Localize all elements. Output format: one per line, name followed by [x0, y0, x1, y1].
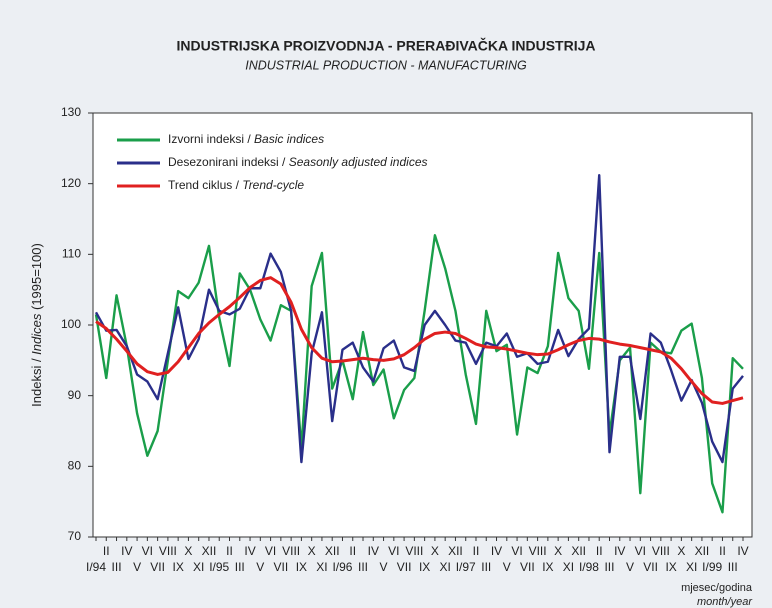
x-tick-label: I/96 — [332, 560, 352, 574]
x-tick-label: VII — [274, 560, 289, 574]
x-tick-label: IV — [614, 544, 625, 558]
y-tick-label: 110 — [62, 247, 81, 261]
x-tick-label: XI — [316, 560, 327, 574]
x-tick-label: III — [728, 560, 738, 574]
x-tick-label: VIII — [159, 544, 177, 558]
x-tick-label: II — [473, 544, 480, 558]
x-tick-label: VII — [520, 560, 535, 574]
y-tick-label: 70 — [68, 529, 82, 543]
x-tick-label: VII — [397, 560, 412, 574]
x-tick-label: IV — [491, 544, 502, 558]
x-tick-label: IX — [172, 560, 183, 574]
x-tick-label: VII — [150, 560, 165, 574]
x-tick-label: IX — [665, 560, 676, 574]
x-tick-label: V — [626, 560, 634, 574]
y-axis-label-part: (1995=100) — [29, 243, 44, 313]
x-tick-label: VIII — [405, 544, 423, 558]
x-tick-label: III — [235, 560, 245, 574]
legend-label: Desezonirani indeksi / Seasonly adjusted… — [168, 155, 428, 169]
x-tick-label: VIII — [282, 544, 300, 558]
x-tick-label: XII — [202, 544, 217, 558]
x-tick-label: I/97 — [456, 560, 476, 574]
chart-title: INDUSTRIJSKA PROIZVODNJA - PRERAĐIVAČKA … — [177, 37, 596, 54]
x-tick-label: VII — [643, 560, 658, 574]
x-tick-label: IV — [368, 544, 379, 558]
x-tick-label: V — [503, 560, 511, 574]
x-tick-label: XII — [695, 544, 710, 558]
x-tick-label: IV — [737, 544, 748, 558]
series-line — [95, 276, 744, 405]
x-tick-label: X — [308, 544, 316, 558]
x-tick-label: XII — [325, 544, 340, 558]
x-tick-label: II — [349, 544, 356, 558]
y-axis-label: Indeksi / Indices (1995=100) — [29, 243, 44, 407]
x-tick-label: IX — [419, 560, 430, 574]
x-tick-label: XII — [571, 544, 586, 558]
x-tick-label: IV — [121, 544, 132, 558]
x-tick-label: X — [677, 544, 685, 558]
y-tick-label: 80 — [68, 459, 82, 473]
x-tick-label: I/98 — [579, 560, 599, 574]
x-tick-label: V — [256, 560, 264, 574]
x-tick-label: VIII — [652, 544, 670, 558]
legend-label: Izvorni indeksi / Basic indices — [168, 132, 324, 146]
x-tick-label: X — [431, 544, 439, 558]
x-tick-label: IV — [244, 544, 255, 558]
y-tick-label: 120 — [61, 176, 81, 190]
x-tick-label: X — [184, 544, 192, 558]
x-tick-label: II — [719, 544, 726, 558]
x-tick-label: VI — [265, 544, 276, 558]
x-tick-label: II — [596, 544, 603, 558]
x-tick-label: VI — [388, 544, 399, 558]
y-tick-label: 130 — [61, 105, 81, 119]
x-tick-label: III — [358, 560, 368, 574]
x-tick-label: III — [604, 560, 614, 574]
y-tick-label: 90 — [68, 388, 82, 402]
y-axis-label-part: Indices — [29, 313, 44, 355]
x-tick-label: I/95 — [209, 560, 229, 574]
x-tick-label: V — [380, 560, 388, 574]
x-tick-label: VI — [511, 544, 522, 558]
x-tick-label: XI — [563, 560, 574, 574]
x-tick-label: VI — [142, 544, 153, 558]
chart-subtitle: INDUSTRIAL PRODUCTION - MANUFACTURING — [245, 58, 527, 72]
x-tick-label: II — [226, 544, 233, 558]
x-tick-label: XII — [448, 544, 463, 558]
x-tick-label: I/94 — [86, 560, 106, 574]
x-axis-label: mjesec/godina — [681, 582, 753, 594]
x-tick-label: XI — [193, 560, 204, 574]
x-tick-label: XI — [686, 560, 697, 574]
x-tick-label: II — [103, 544, 110, 558]
legend-label: Trend ciklus / Trend-cycle — [168, 178, 304, 192]
x-tick-label: I/99 — [702, 560, 722, 574]
x-tick-label: III — [481, 560, 491, 574]
x-tick-label: VIII — [529, 544, 547, 558]
x-tick-label: IX — [542, 560, 553, 574]
series-line — [94, 173, 744, 464]
x-tick-label: III — [112, 560, 122, 574]
x-axis-label-en: month/year — [697, 596, 753, 608]
y-axis-label-part: Indeksi / — [29, 355, 44, 407]
x-tick-label: VI — [635, 544, 646, 558]
x-tick-label: XI — [440, 560, 451, 574]
x-tick-label: X — [554, 544, 562, 558]
x-tick-label: V — [133, 560, 141, 574]
x-tick-label: IX — [296, 560, 307, 574]
y-tick-label: 100 — [61, 317, 81, 331]
